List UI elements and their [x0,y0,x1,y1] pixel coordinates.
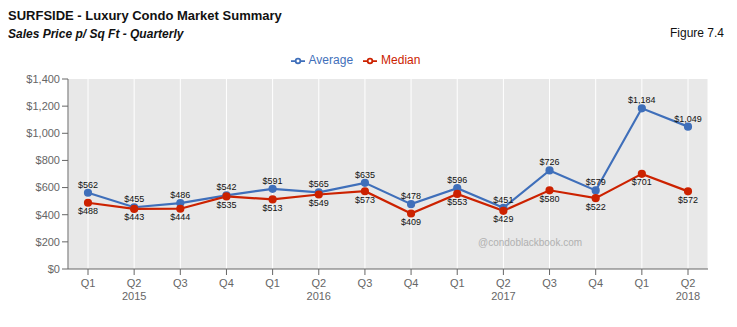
svg-text:Q3: Q3 [542,277,557,289]
html-text:SURFSIDE - Luxury Condo Market: SURFSIDE - Luxury Condo Market Summary [8,8,282,23]
svg-text:$1,049: $1,049 [674,114,702,124]
svg-text:$600: $600 [36,181,60,193]
svg-text:$1,184: $1,184 [628,95,656,105]
svg-text:Q4: Q4 [588,277,603,289]
svg-text:$444: $444 [170,212,190,222]
svg-text:$542: $542 [216,182,236,192]
svg-text:$549: $549 [309,198,329,208]
svg-text:$455: $455 [124,194,144,204]
svg-text:$200: $200 [36,236,60,248]
svg-text:$553: $553 [447,197,467,207]
svg-text:Q22018: Q22018 [676,277,700,302]
svg-text:Q1: Q1 [265,277,280,289]
svg-text:Q22017: Q22017 [491,277,515,302]
svg-text:Q3: Q3 [358,277,373,289]
html-text:Sales Price p/ Sq Ft - Quarter: Sales Price p/ Sq Ft - Quarterly [8,27,184,41]
svg-text:$579: $579 [586,177,606,187]
html-text:Average: Average [308,53,354,67]
svg-text:$0: $0 [48,263,60,275]
svg-text:$513: $513 [263,203,283,213]
svg-text:$562: $562 [78,180,98,190]
svg-text:$635: $635 [355,170,375,180]
svg-text:$573: $573 [355,195,375,205]
svg-text:$800: $800 [36,154,60,166]
svg-text:Q22015: Q22015 [122,277,146,302]
svg-text:$478: $478 [401,191,421,201]
svg-text:$580: $580 [540,194,560,204]
svg-text:$522: $522 [586,202,606,212]
svg-text:Q4: Q4 [404,277,419,289]
svg-text:$596: $596 [447,175,467,185]
svg-text:$535: $535 [216,200,236,210]
svg-text:Q22016: Q22016 [307,277,331,302]
svg-text:$451: $451 [493,195,513,205]
html-text:Figure 7.4: Figure 7.4 [670,26,724,40]
svg-text:$486: $486 [170,190,190,200]
svg-text:$400: $400 [36,209,60,221]
svg-text:$572: $572 [678,195,698,205]
svg-text:$488: $488 [78,206,98,216]
svg-text:$1,200: $1,200 [26,100,60,112]
html-text:@condoblackbook.com: @condoblackbook.com [478,237,583,248]
svg-text:$443: $443 [124,212,144,222]
svg-text:Q4: Q4 [219,277,234,289]
svg-text:Q1: Q1 [81,277,96,289]
svg-text:Q1: Q1 [635,277,650,289]
svg-text:$1,000: $1,000 [26,127,60,139]
svg-text:$591: $591 [263,176,283,186]
svg-text:$565: $565 [309,179,329,189]
svg-text:Q3: Q3 [173,277,188,289]
svg-text:$1,400: $1,400 [26,73,60,85]
svg-text:$409: $409 [401,217,421,227]
svg-text:$726: $726 [540,157,560,167]
svg-text:$701: $701 [632,177,652,187]
svg-text:$429: $429 [493,214,513,224]
svg-text:Q1: Q1 [450,277,465,289]
html-text:Median: Median [381,53,421,67]
